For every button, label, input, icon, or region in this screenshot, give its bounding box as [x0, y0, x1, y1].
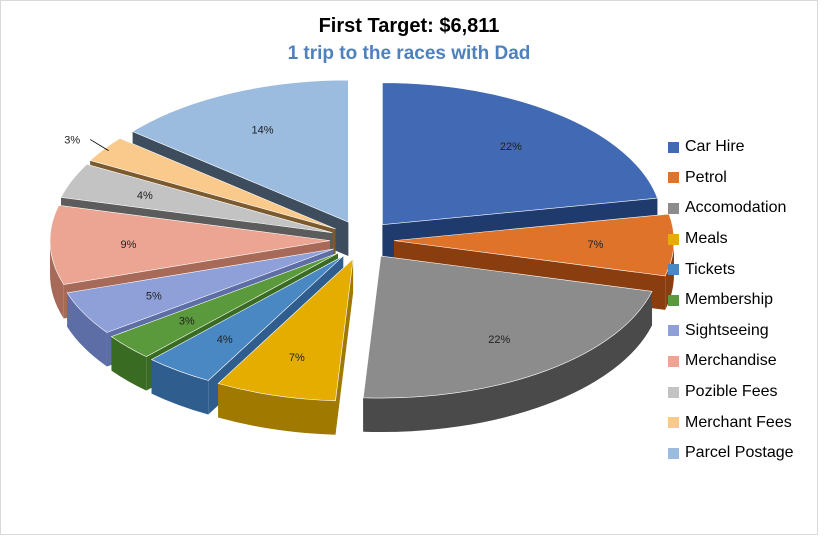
- pie-slice-edge: [218, 383, 336, 435]
- legend-label: Pozible Fees: [685, 383, 778, 401]
- pie-slice-top: [131, 79, 349, 223]
- pie-slice-edge: [665, 240, 674, 310]
- legend-item-3: Meals: [668, 224, 794, 255]
- legend-label: Car Hire: [685, 138, 745, 156]
- legend-item-6: Sightseeing: [668, 316, 794, 347]
- data-label-5: 3%: [179, 316, 195, 328]
- legend-swatch: [668, 325, 679, 337]
- legend-label: Membership: [685, 291, 774, 309]
- pie-slice-top: [66, 248, 334, 333]
- pie-slice-top: [110, 252, 339, 357]
- pie-slice-3: [217, 258, 354, 435]
- data-label-7: 9%: [121, 239, 137, 251]
- data-label-3: 7%: [289, 352, 305, 364]
- pie-slice-2: [362, 255, 653, 433]
- data-label-10: 14%: [252, 125, 274, 137]
- data-label-6: 5%: [146, 290, 162, 302]
- legend-label: Tickets: [685, 260, 736, 278]
- pie-slice-top: [60, 163, 333, 233]
- pie-slice-edge: [67, 292, 107, 367]
- legend-label: Sightseeing: [685, 321, 769, 339]
- legend-swatch: [668, 233, 679, 245]
- pie-slice-top: [89, 137, 336, 230]
- legend-item-8: Pozible Fees: [668, 377, 794, 408]
- legend-item-2: Accomodation: [668, 193, 794, 224]
- legend-swatch: [668, 141, 679, 153]
- legend-item-7: Merchandise: [668, 346, 794, 377]
- pie-slice-top: [393, 213, 675, 277]
- data-label-8: 4%: [137, 190, 153, 202]
- data-label-4: 4%: [217, 334, 233, 346]
- legend-item-9: Merchant Fees: [668, 407, 794, 438]
- legend-swatch: [668, 447, 679, 459]
- legend-item-10: Parcel Postage: [668, 438, 794, 469]
- pie-slice-top: [382, 82, 658, 226]
- legend-label: Meals: [685, 230, 728, 248]
- chart-title: First Target: $6,811: [318, 15, 500, 37]
- legend-label: Parcel Postage: [685, 444, 794, 462]
- data-label-1: 7%: [588, 239, 604, 251]
- pie-slice-top: [49, 204, 331, 285]
- legend-label: Merchant Fees: [685, 413, 792, 431]
- legend-swatch: [668, 172, 679, 184]
- legend-label: Petrol: [685, 168, 727, 186]
- legend-swatch: [668, 386, 679, 398]
- legend-item-4: Tickets: [668, 254, 794, 285]
- legend-swatch: [668, 202, 679, 214]
- pie-slice-top: [150, 255, 344, 381]
- data-label-0: 22%: [500, 141, 522, 153]
- legend-item-1: Petrol: [668, 163, 794, 194]
- legend-item-5: Membership: [668, 285, 794, 316]
- legend-swatch: [668, 264, 679, 276]
- data-label-2: 22%: [488, 334, 510, 346]
- pie-slice-edge: [151, 359, 209, 415]
- legend-label: Merchandise: [685, 352, 777, 370]
- pie-slice-wall: [335, 259, 354, 435]
- pie-slice-edge: [111, 336, 147, 391]
- pie-slice-edge: [363, 291, 653, 433]
- data-label-9: 3%: [64, 134, 80, 146]
- legend-swatch: [668, 355, 679, 367]
- legend-swatch: [668, 417, 679, 429]
- legend-label: Accomodation: [685, 199, 787, 217]
- legend-item-0: Car Hire: [668, 132, 794, 163]
- data-label-leader: [89, 139, 109, 151]
- pie-slice-top: [217, 258, 354, 402]
- pie-slice-top: [362, 255, 653, 399]
- pie-slice-edge: [50, 240, 64, 319]
- legend-swatch: [668, 294, 679, 306]
- legend: Car Hire Petrol Accomodation Meals Tickets Me…: [668, 132, 794, 469]
- chart-subtitle: 1 trip to the races with Dad: [287, 43, 531, 64]
